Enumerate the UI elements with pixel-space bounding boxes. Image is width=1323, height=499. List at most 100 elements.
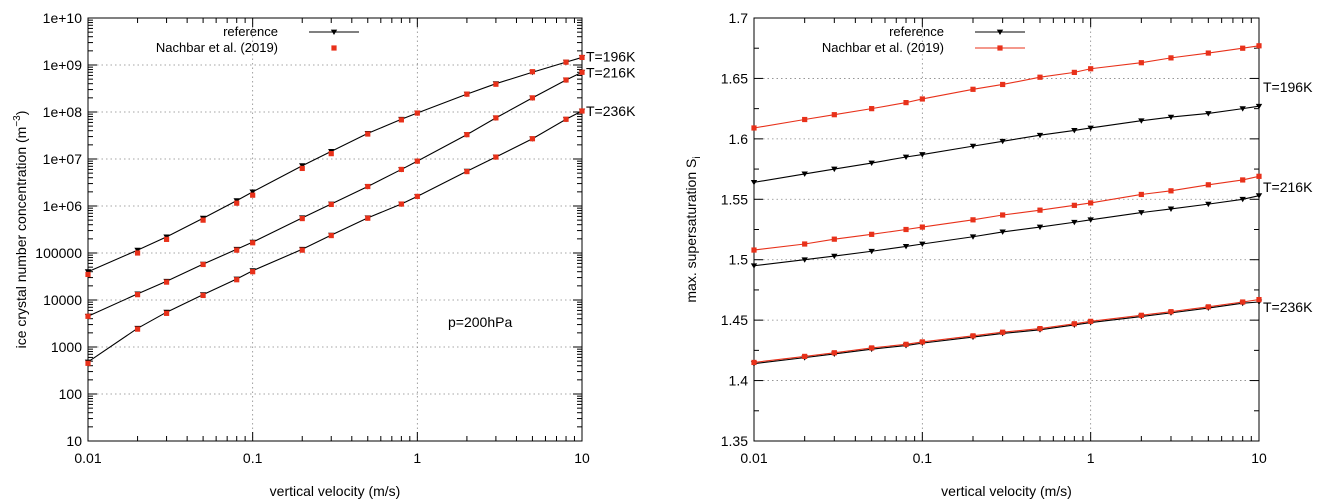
y-tick-label: 1.35 bbox=[721, 433, 748, 449]
data-point bbox=[802, 116, 808, 123]
data-point bbox=[868, 160, 875, 167]
data-point bbox=[831, 166, 838, 173]
data-point bbox=[328, 151, 334, 157]
data-point bbox=[751, 247, 757, 253]
data-point bbox=[831, 253, 838, 260]
curve-label: T=236K bbox=[586, 103, 636, 119]
data-point bbox=[1205, 182, 1211, 188]
x-axis-label: vertical velocity (m/s) bbox=[270, 483, 401, 499]
data-point bbox=[365, 131, 371, 137]
series-nachbar bbox=[751, 43, 1262, 366]
data-point bbox=[1087, 125, 1094, 131]
data-point bbox=[1071, 202, 1077, 208]
series-nachbar bbox=[85, 54, 585, 366]
data-point bbox=[85, 271, 91, 278]
x-tick-label: 0.1 bbox=[243, 450, 263, 466]
curve-label: T=196K bbox=[586, 49, 636, 65]
data-point bbox=[493, 154, 499, 160]
data-point bbox=[903, 341, 909, 347]
annotation-pressure: p=200hPa bbox=[448, 314, 512, 330]
data-point bbox=[249, 189, 256, 195]
data-point bbox=[464, 168, 470, 175]
data-point bbox=[831, 236, 837, 242]
series-line bbox=[753, 175, 1260, 251]
data-point bbox=[299, 215, 305, 222]
data-point bbox=[299, 247, 305, 253]
ticks: 0.01 0.1 1 10 1.35 1.4 1.45 1.5 1.55 1.6 1.65 1.7 bbox=[721, 10, 1267, 466]
x-tick-label: 10 bbox=[1251, 450, 1267, 466]
data-point bbox=[414, 158, 420, 164]
data-point bbox=[869, 231, 875, 237]
data-point bbox=[163, 236, 170, 242]
data-point bbox=[802, 353, 808, 359]
y-axis-label: ice crystal number concentration (m−3) bbox=[12, 111, 29, 349]
data-point bbox=[970, 333, 976, 339]
data-point bbox=[1256, 43, 1262, 49]
data-point bbox=[919, 241, 926, 248]
data-point bbox=[250, 192, 256, 198]
y-tick-label: 10000 bbox=[43, 292, 82, 308]
y-tick-label: 100000 bbox=[35, 245, 82, 261]
grid bbox=[88, 18, 582, 441]
data-point bbox=[398, 166, 404, 173]
legend-marker bbox=[996, 29, 1004, 35]
data-point bbox=[250, 269, 256, 275]
data-point bbox=[999, 138, 1006, 145]
data-point bbox=[493, 81, 499, 87]
y-tick-label: 1e+07 bbox=[43, 151, 83, 167]
data-point bbox=[1036, 224, 1044, 231]
y-tick-label: 1.7 bbox=[729, 10, 749, 26]
data-point bbox=[1088, 200, 1094, 206]
data-point bbox=[134, 292, 141, 298]
data-point bbox=[902, 244, 910, 250]
x-tick-label: 0.1 bbox=[913, 450, 933, 466]
y-tick-label: 1e+06 bbox=[43, 198, 83, 214]
data-point bbox=[869, 106, 875, 112]
data-point bbox=[1087, 217, 1094, 223]
data-point bbox=[250, 240, 256, 246]
data-point bbox=[1071, 127, 1078, 134]
data-point bbox=[919, 224, 925, 230]
x-axis-label: vertical velocity (m/s) bbox=[941, 483, 1072, 499]
data-point bbox=[1168, 188, 1174, 194]
data-point bbox=[1000, 212, 1006, 218]
legend-marker bbox=[330, 29, 338, 35]
data-point bbox=[903, 100, 909, 106]
data-point bbox=[919, 152, 926, 158]
data-point bbox=[1168, 55, 1174, 61]
data-point bbox=[1138, 210, 1145, 216]
data-point bbox=[579, 69, 585, 75]
data-point bbox=[328, 232, 334, 239]
data-point bbox=[969, 234, 977, 240]
data-point bbox=[1037, 74, 1043, 80]
data-point bbox=[1138, 118, 1145, 124]
data-point bbox=[579, 108, 585, 114]
data-point bbox=[563, 116, 569, 122]
series-line bbox=[87, 56, 583, 273]
data-point bbox=[200, 261, 206, 268]
y-tick-label: 1e+08 bbox=[43, 104, 83, 120]
data-point bbox=[1138, 60, 1144, 66]
ticks: 0.01 0.1 1 10 10 100 1000 10000 100000 1e+06 1e+07… bbox=[35, 10, 590, 466]
data-point bbox=[328, 201, 334, 208]
x-tick-label: 1 bbox=[1087, 450, 1095, 466]
data-point bbox=[398, 201, 404, 207]
data-point bbox=[1239, 196, 1246, 203]
y-tick-label: 1.6 bbox=[729, 131, 749, 147]
data-point bbox=[750, 179, 758, 186]
series-line bbox=[753, 299, 1260, 363]
data-point bbox=[1168, 309, 1174, 315]
data-point bbox=[903, 226, 909, 233]
series-line bbox=[753, 45, 1260, 129]
data-point bbox=[919, 339, 925, 345]
x-tick-label: 1 bbox=[413, 450, 421, 466]
data-point bbox=[134, 326, 141, 332]
data-point bbox=[801, 171, 808, 177]
data-point bbox=[563, 59, 569, 65]
data-point bbox=[831, 112, 837, 118]
data-point bbox=[1205, 304, 1211, 310]
series-line bbox=[87, 110, 583, 363]
data-point bbox=[1088, 318, 1094, 324]
